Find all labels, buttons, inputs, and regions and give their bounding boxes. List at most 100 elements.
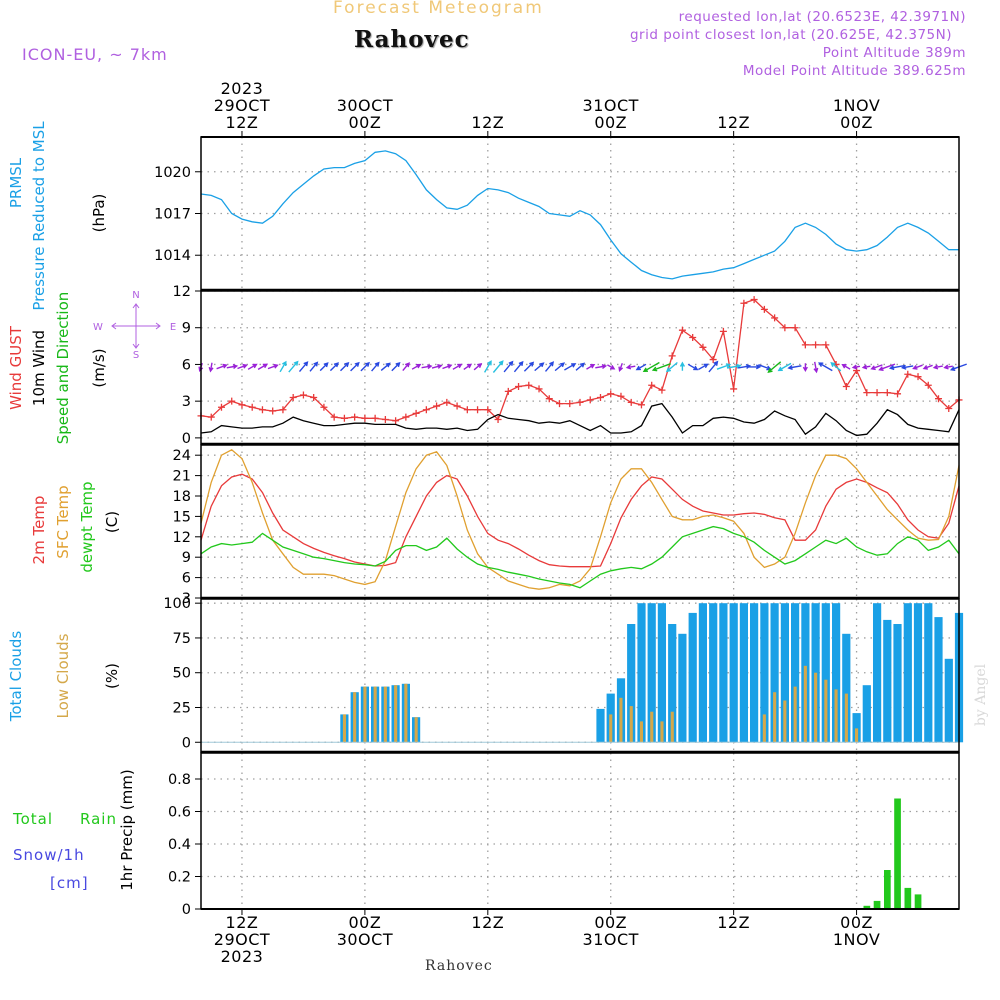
wind-direction-arrow bbox=[586, 363, 596, 370]
gust-marker bbox=[914, 373, 922, 381]
gust-marker bbox=[935, 395, 943, 403]
credit-watermark: by Angel bbox=[973, 663, 989, 726]
y-tick-label: 3 bbox=[182, 591, 191, 607]
gust-marker bbox=[545, 395, 553, 403]
gust-marker bbox=[217, 403, 225, 411]
total-cloud-bar bbox=[739, 603, 748, 743]
gust-marker bbox=[556, 400, 564, 408]
y-tick-label: 12 bbox=[173, 284, 191, 300]
gust-marker bbox=[576, 398, 584, 406]
gust-marker bbox=[504, 387, 512, 395]
rain-bar bbox=[914, 894, 922, 909]
low-cloud-bar bbox=[793, 686, 797, 743]
gust-marker bbox=[525, 381, 533, 389]
gust-marker bbox=[330, 413, 338, 421]
time-label-top: 12Z bbox=[226, 113, 259, 132]
total-cloud-bar bbox=[596, 708, 605, 743]
compass-south: S bbox=[133, 350, 139, 361]
gust-marker bbox=[750, 296, 758, 304]
y-tick-label: 0.6 bbox=[168, 805, 191, 821]
wind-direction-arrow bbox=[483, 360, 492, 373]
gust-marker bbox=[812, 341, 820, 349]
total-cloud-bar bbox=[842, 633, 851, 743]
total-cloud-bar bbox=[647, 603, 656, 743]
gust-marker bbox=[863, 389, 871, 397]
time-label-bottom: 31OCT bbox=[583, 930, 639, 949]
panel-label: (hPa) bbox=[90, 194, 108, 233]
y-tick-label: 6 bbox=[182, 571, 191, 587]
time-label-bottom: 12Z bbox=[471, 913, 504, 932]
y-tick-label: 15 bbox=[173, 509, 191, 525]
gust-marker bbox=[760, 305, 768, 313]
gust-marker bbox=[719, 327, 727, 335]
panel-label: 2m Temp bbox=[30, 496, 48, 565]
gust-marker bbox=[402, 413, 410, 421]
gust-marker bbox=[228, 397, 236, 405]
gust-marker bbox=[740, 299, 748, 307]
wind-direction-arrow bbox=[319, 362, 329, 372]
panel-frame bbox=[200, 444, 960, 599]
total-cloud-bar bbox=[698, 603, 707, 743]
gust-marker bbox=[392, 417, 400, 425]
wind-direction-arrow bbox=[912, 364, 923, 370]
total-cloud-bar bbox=[821, 603, 830, 743]
gust-marker bbox=[258, 406, 266, 414]
wind-direction-arrow bbox=[851, 364, 861, 370]
wind-direction-arrow bbox=[534, 362, 545, 372]
wind-direction-arrow bbox=[298, 361, 309, 373]
gust-marker bbox=[566, 400, 574, 408]
y-tick-label: 9 bbox=[182, 550, 191, 566]
gust-marker bbox=[617, 392, 625, 400]
wind-direction-arrow bbox=[595, 364, 608, 370]
wind-direction-arrow bbox=[380, 362, 391, 371]
time-label-top: 31OCT bbox=[583, 96, 639, 115]
time-label-top: 00Z bbox=[840, 113, 873, 132]
snow-unit-label: [cm] bbox=[50, 874, 89, 892]
y-tick-label: 0.4 bbox=[168, 837, 191, 853]
panel-label: Pressure Reduced to MSL bbox=[30, 121, 48, 311]
wind-direction-arrow bbox=[340, 361, 350, 372]
y-tick-label: 50 bbox=[173, 666, 191, 682]
time-label-bottom: 1NOV bbox=[833, 930, 880, 949]
gust-marker bbox=[238, 401, 246, 409]
total-cloud-bar bbox=[678, 633, 687, 743]
gust-marker bbox=[320, 403, 328, 411]
model-label: ICON-EU, ~ 7km bbox=[22, 45, 168, 64]
gust-marker bbox=[945, 405, 953, 413]
low-cloud-bar bbox=[844, 693, 848, 743]
wind-direction-arrow bbox=[402, 362, 410, 372]
rain-bar bbox=[873, 900, 881, 909]
wind-direction-arrow bbox=[452, 363, 463, 370]
gust-marker bbox=[474, 406, 482, 414]
time-label-top: 2023 bbox=[221, 79, 264, 98]
y-tick-label: 0.2 bbox=[168, 870, 191, 886]
gust-marker bbox=[627, 398, 635, 406]
snow-label: Snow/1h bbox=[13, 846, 85, 864]
gust-marker bbox=[658, 386, 666, 394]
gust-marker bbox=[822, 341, 830, 349]
panel-label: Total Clouds bbox=[7, 631, 25, 723]
grid-point-coords: grid point closest lon,lat (20.625E, 42.… bbox=[629, 27, 952, 43]
gust-marker bbox=[289, 393, 297, 401]
panel-label: Wind GUST bbox=[7, 325, 25, 410]
wind-direction-arrow bbox=[635, 363, 647, 371]
wind-direction-arrow bbox=[900, 364, 914, 370]
total-cloud-bar bbox=[893, 624, 902, 743]
low-cloud-bar bbox=[629, 706, 633, 743]
total-cloud-bar bbox=[750, 603, 759, 743]
gust-marker bbox=[842, 382, 850, 390]
gust-marker bbox=[699, 343, 707, 351]
total-cloud-bar bbox=[791, 603, 800, 743]
compass-west: W bbox=[93, 322, 103, 333]
total-cloud-bar bbox=[657, 603, 666, 743]
panel-label: dewpt Temp bbox=[78, 481, 96, 572]
low-cloud-bar bbox=[404, 683, 408, 743]
total-cloud-bar bbox=[944, 658, 953, 743]
time-label-bottom: 00Z bbox=[594, 913, 627, 932]
low-cloud-bar bbox=[373, 686, 377, 743]
gust-marker bbox=[637, 401, 645, 409]
time-label-top: 29OCT bbox=[214, 96, 270, 115]
panel-label: Speed and Direction bbox=[54, 292, 72, 445]
wind-direction-arrow bbox=[237, 363, 248, 370]
time-label-bottom: 12Z bbox=[226, 913, 259, 932]
